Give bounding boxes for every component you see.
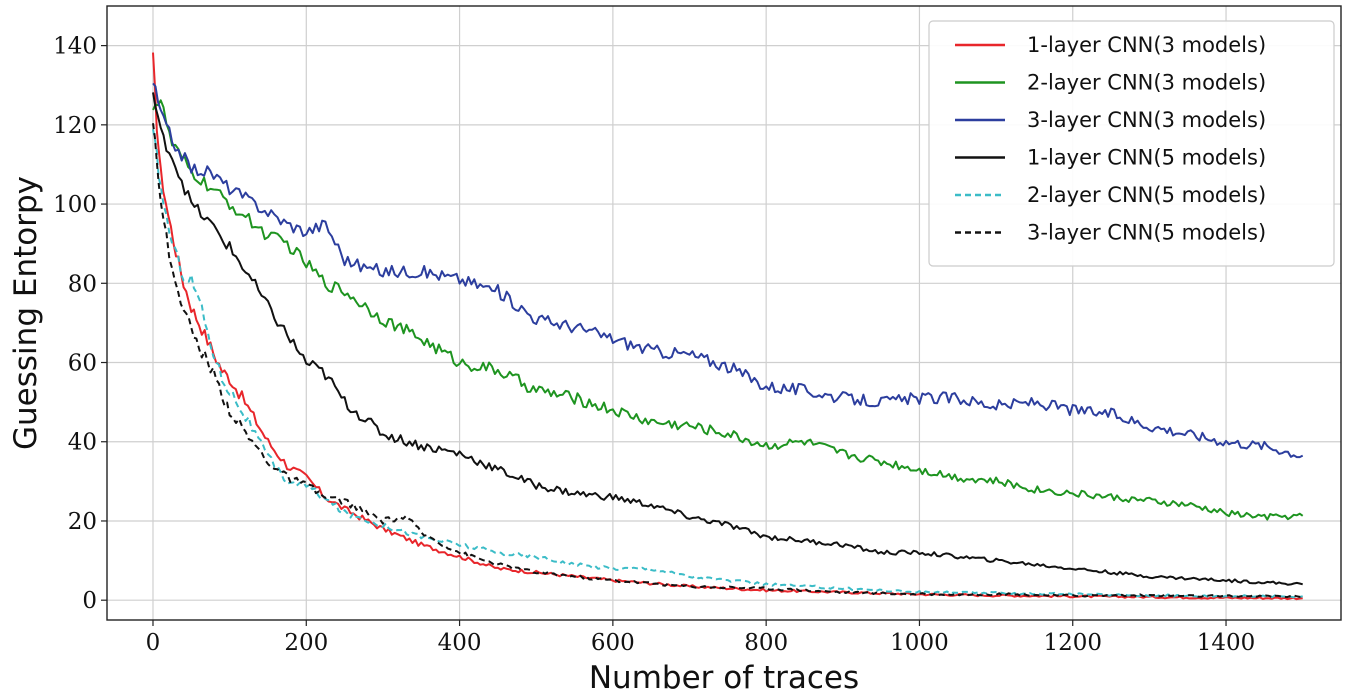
x-tick-label: 1200: [1043, 630, 1102, 656]
legend-label: 1-layer CNN(3 models): [1027, 33, 1266, 57]
x-tick-label: 200: [284, 630, 328, 656]
y-tick-label: 0: [82, 588, 97, 614]
x-axis-ticks: 0 200 400 600 800 1000 1200 1400: [146, 620, 1256, 656]
legend-label: 3-layer CNN(3 models): [1027, 108, 1266, 132]
y-tick-label: 40: [68, 430, 97, 456]
legend-label: 2-layer CNN(5 models): [1027, 183, 1266, 207]
series-group: [152, 52, 1304, 601]
legend-label: 2-layer CNN(3 models): [1027, 71, 1266, 95]
plot-frame: [106, 5, 1342, 621]
y-tick-label: 140: [53, 34, 97, 60]
y-tick-label: 120: [53, 113, 97, 139]
series-line: [152, 82, 1304, 459]
y-axis-ticks: 0 20 40 60 80 100 120 140: [53, 34, 107, 614]
y-axis-title: Guessing Entorpy: [8, 176, 44, 450]
legend: 1-layer CNN(3 models) 2-layer CNN(3 model…: [928, 20, 1335, 267]
x-axis-title: Number of traces: [589, 660, 859, 694]
legend-label: 3-layer CNN(5 models): [1027, 221, 1266, 245]
legend-box: [928, 20, 1335, 267]
legend-label: 1-layer CNN(5 models): [1027, 146, 1266, 170]
y-tick-label: 20: [68, 509, 97, 535]
y-tick-label: 60: [68, 351, 97, 377]
series-line: [152, 123, 1303, 599]
y-tick-label: 80: [68, 271, 97, 297]
x-tick-label: 400: [438, 630, 482, 656]
x-tick-label: 600: [591, 630, 635, 656]
x-tick-label: 1400: [1197, 630, 1256, 656]
series-line: [152, 99, 1304, 521]
series-line: [152, 92, 1303, 586]
x-tick-label: 800: [744, 630, 788, 656]
x-tick-label: 0: [146, 630, 161, 656]
y-tick-label: 100: [53, 192, 97, 218]
x-tick-label: 1000: [890, 630, 949, 656]
